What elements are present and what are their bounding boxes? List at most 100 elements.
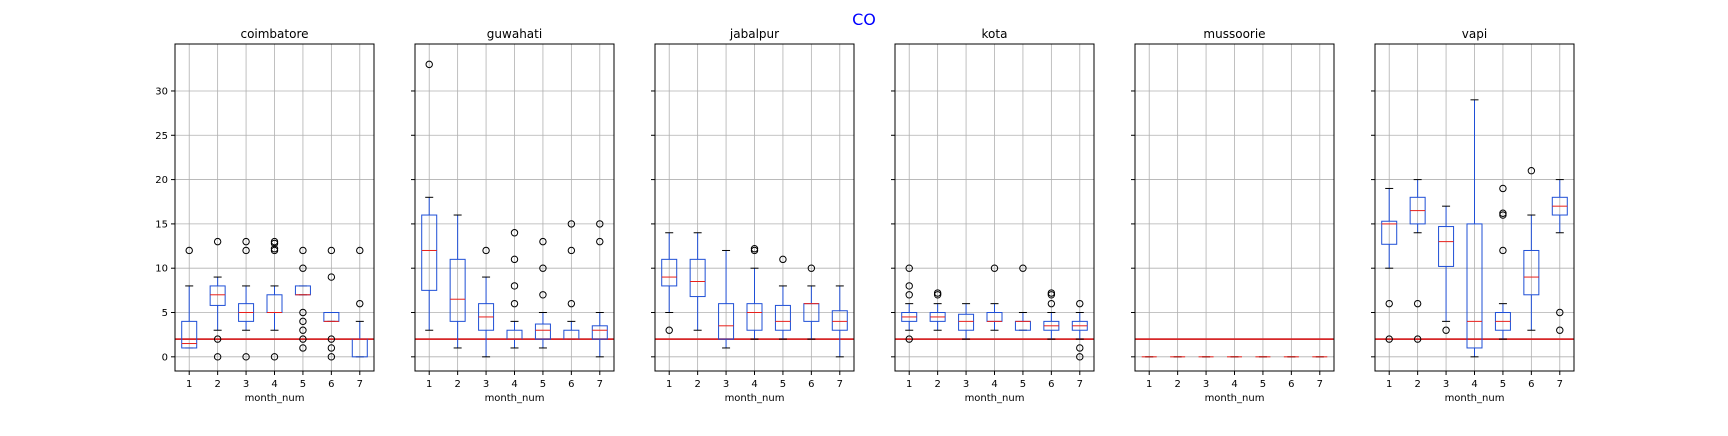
x-tick-label: 5 [540,379,546,390]
x-tick-label: 2 [694,379,700,390]
x-tick-label: 3 [243,379,249,390]
box-iqr [661,258,678,287]
x-axis-label: month_num [725,393,785,404]
box-coimbatore-month-2 [209,237,226,361]
box-vapi-month-4 [1466,99,1483,358]
box-guwahati-month-7 [591,220,608,358]
outlier-point [299,317,307,326]
x-tick-label: 4 [751,379,757,390]
x-tick-label: 1 [1146,379,1152,390]
outlier-point [299,246,307,255]
outlier-point [510,229,519,237]
outlier-point [425,60,433,69]
outlier-point [185,246,193,255]
panel-mussoorie: 1 2 3 4 5 6 7 month_num mussoorie [1131,27,1335,404]
outlier-point [1499,184,1507,193]
box-jabalpur-month-6 [803,264,820,340]
outlier-point [510,299,519,308]
x-tick-label: 7 [357,379,363,390]
outlier-point [299,264,307,272]
box-coimbatore-month-3 [238,237,255,361]
box-iqr [718,303,735,340]
outlier-point [510,282,519,290]
outlier-point [242,246,250,255]
outlier-point [596,220,604,228]
box-iqr [689,258,706,298]
x-tick-label: 7 [1557,379,1563,390]
outlier-point [213,237,222,246]
x-tick-label: 2 [934,379,940,390]
box-coimbatore-month-7 [351,246,368,358]
box-coimbatore-month-5 [294,246,311,352]
outlier-point [327,246,336,255]
panel-jabalpur: 1 2 3 4 5 6 7 month_num jabalpur [651,27,855,404]
panel-title: vapi [1462,27,1487,41]
x-tick-label: 4 [991,379,997,390]
outlier-point [567,299,576,308]
outlier-point [327,335,336,343]
x-tick-label: 5 [1020,379,1026,390]
x-tick-label: 7 [597,379,603,390]
y-tick-label: 25 [155,131,168,142]
box-guwahati-month-2 [449,214,466,349]
y-tick-label: 5 [162,308,168,319]
box-kota-month-6 [1043,289,1060,340]
panel-title: mussoorie [1203,27,1265,41]
outlier-point [270,353,279,361]
outlier-point [213,353,222,361]
outlier-point [327,344,336,352]
x-tick-label: 2 [454,379,460,390]
box-iqr [1438,226,1455,267]
x-tick-label: 1 [186,379,192,390]
x-axis-label: month_num [965,393,1025,404]
x-tick-label: 7 [1077,379,1083,390]
outlier-point [482,246,490,255]
outlier-point [539,291,547,299]
outlier-point [1076,353,1084,361]
outlier-point [1385,299,1393,308]
x-tick-label: 1 [426,379,432,390]
x-tick-label: 3 [1203,379,1209,390]
outlier-point [905,282,913,290]
x-axis-label: month_num [245,393,305,404]
box-vapi-month-6 [1523,167,1540,331]
outlier-point [539,264,547,272]
x-tick-label: 7 [837,379,843,390]
outlier-point [299,308,307,317]
box-iqr [1381,220,1398,245]
x-tick-label: 5 [780,379,786,390]
outlier-point [299,335,307,343]
outlier-point [1556,326,1564,334]
box-jabalpur-month-2 [689,232,706,331]
y-tick-label: 30 [155,86,168,97]
x-tick-label: 4 [271,379,277,390]
box-iqr [181,320,198,349]
panel-kota: 1 2 3 4 5 6 7 month_num kota [891,27,1095,404]
box-jabalpur-month-5 [774,255,791,340]
box-iqr [591,325,608,340]
outlier-point [1019,264,1027,272]
outlier-point [242,237,250,246]
box-jabalpur-month-1 [661,232,678,334]
box-vapi-month-7 [1551,179,1568,334]
box-coimbatore-month-4 [266,237,283,361]
box-kota-month-3 [958,303,975,340]
x-tick-label: 6 [568,379,574,390]
box-guwahati-month-5 [534,237,551,349]
outlier-point [1499,246,1507,255]
box-iqr [209,285,226,306]
outlier-point [1076,299,1084,308]
x-tick-label: 6 [1288,379,1294,390]
outlier-point [807,264,816,272]
outlier-point [1527,167,1536,175]
box-iqr [774,304,791,331]
box-iqr [449,258,466,322]
x-axis-label: month_num [1445,393,1505,404]
x-tick-label: 6 [808,379,814,390]
outlier-point [665,326,673,334]
box-iqr [1523,249,1540,296]
box-coimbatore-month-6 [323,246,340,361]
outlier-point [356,299,364,308]
outlier-point [905,335,913,343]
